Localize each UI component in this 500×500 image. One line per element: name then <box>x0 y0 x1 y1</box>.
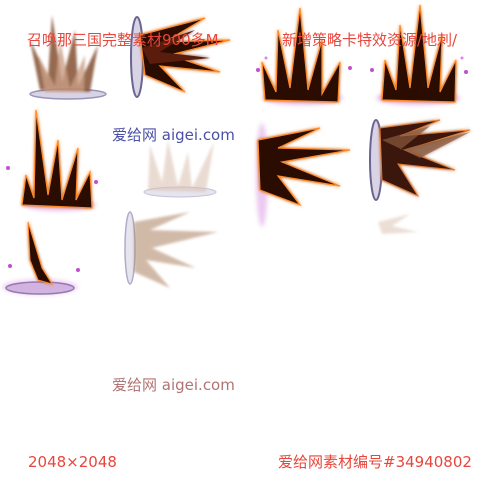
spike-frame-5 <box>6 109 98 211</box>
asset-id-label: 爱给网素材编号#34940802 <box>278 453 472 471</box>
spike-frame-9 <box>378 214 418 234</box>
watermark-bottom: 爱给网 aigei.com <box>112 376 235 394</box>
spike-frame-11 <box>124 211 218 288</box>
spike-frame-2 <box>130 16 231 98</box>
spike-frame-3 <box>256 7 352 105</box>
spike-frame-1 <box>29 15 107 100</box>
spike-frame-7 <box>256 123 351 227</box>
watermark-mid: 爱给网 aigei.com <box>112 126 235 144</box>
spike-frame-6 <box>143 140 217 198</box>
sheet-title-right: 新增策略卡特效资源/地刺/ <box>282 31 458 49</box>
spike-frame-10 <box>2 221 80 295</box>
image-dimensions-label: 2048×2048 <box>28 453 117 471</box>
spike-frame-4 <box>370 4 468 105</box>
sheet-title-left: 召唤那三国完整素材900多M <box>27 31 219 49</box>
spike-frame-8 <box>369 119 471 201</box>
